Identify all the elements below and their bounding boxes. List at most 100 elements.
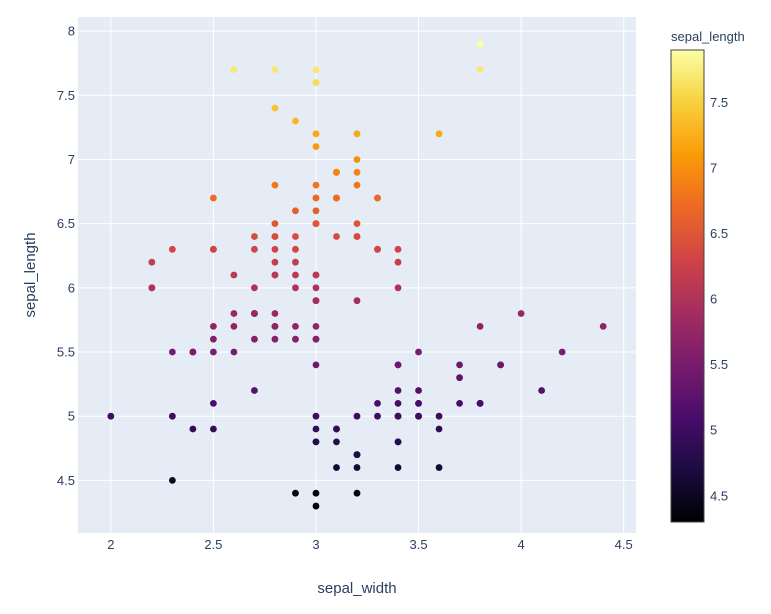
scatter-point [333, 168, 340, 176]
scatter-point [353, 233, 361, 240]
scatter-point [251, 284, 258, 292]
scatter-point [292, 258, 299, 266]
scatter-point [312, 271, 320, 279]
scatter-point [271, 233, 279, 240]
scatter-point [148, 284, 156, 292]
scatter-point [394, 361, 402, 369]
y-tick-label: 6.5 [57, 216, 75, 231]
scatter-point [353, 156, 361, 163]
colorbar-tick-label: 6.5 [710, 226, 728, 241]
colorbar-tick-label: 6 [710, 292, 717, 307]
scatter-point [230, 271, 238, 279]
scatter-point [394, 464, 402, 471]
scatter-point [333, 464, 340, 471]
scatter-point [168, 245, 176, 253]
scatter-point [312, 297, 320, 305]
scatter-point [292, 117, 299, 125]
scatter-point [312, 489, 320, 497]
colorbar-tick-label: 7.5 [710, 95, 728, 110]
scatter-point [271, 104, 279, 112]
data-points [107, 40, 607, 510]
scatter-point [394, 258, 402, 266]
y-tick-label: 7 [68, 152, 75, 167]
scatter-point [168, 348, 176, 356]
colorbar-tick-label: 5 [710, 423, 717, 438]
scatter-point [230, 66, 238, 74]
scatter-point [312, 220, 320, 228]
scatter-point [456, 374, 463, 382]
x-tick-label: 3.5 [410, 537, 428, 552]
scatter-point [209, 348, 217, 356]
scatter-point [312, 502, 320, 510]
scatter-point [333, 233, 340, 240]
y-tick-label: 4.5 [57, 473, 75, 488]
x-axis-title: sepal_width [317, 580, 396, 597]
scatter-point [251, 387, 258, 394]
y-axis-title: sepal_length [22, 232, 39, 317]
scatter-point [292, 322, 299, 330]
y-tick-label: 5.5 [57, 345, 75, 360]
scatter-point [107, 412, 115, 420]
y-tick-label: 7.5 [57, 88, 75, 103]
scatter-point [599, 322, 607, 330]
scatter-point [251, 310, 258, 317]
scatter-point [353, 297, 361, 305]
scatter-point [394, 399, 402, 407]
scatter-point [251, 245, 258, 253]
scatter-point [189, 425, 197, 433]
scatter-point [394, 387, 402, 394]
plot-background [78, 17, 636, 533]
scatter-point [209, 335, 217, 343]
x-tick-label: 2 [107, 537, 114, 552]
scatter-point [394, 284, 402, 292]
scatter-point [476, 399, 484, 407]
scatter-point [476, 40, 484, 48]
scatter-point [394, 412, 402, 420]
scatter-point [476, 66, 484, 74]
scatter-point [209, 425, 217, 433]
scatter-point [312, 412, 320, 420]
scatter-point [353, 130, 361, 138]
scatter-point [168, 476, 176, 484]
scatter-point [312, 130, 320, 138]
scatter-point [312, 322, 320, 330]
scatter-point [353, 464, 361, 471]
scatter-point [209, 194, 217, 202]
x-tick-label: 2.5 [204, 537, 222, 552]
scatter-point [517, 310, 525, 317]
scatter-point [292, 335, 299, 343]
scatter-point [312, 361, 320, 369]
scatter-point [292, 245, 299, 253]
scatter-point [353, 489, 361, 497]
scatter-point [271, 258, 279, 266]
scatter-point [415, 412, 422, 420]
colorbar-tick-labels: 4.5 5 5.5 6 6.5 7 7.5 [710, 95, 728, 503]
scatter-point [435, 130, 443, 138]
scatter-point [312, 66, 320, 74]
scatter-point [394, 245, 402, 253]
scatter-point [538, 387, 546, 394]
scatter-point [271, 310, 279, 317]
scatter-point [353, 168, 361, 176]
scatter-point [251, 233, 258, 240]
scatter-point [415, 399, 422, 407]
scatter-point [374, 399, 381, 407]
scatter-point [456, 361, 463, 369]
scatter-point [271, 322, 279, 330]
scatter-point [353, 220, 361, 228]
scatter-point [476, 322, 484, 330]
scatter-point [374, 245, 381, 253]
scatter-point [312, 79, 320, 86]
scatter-point [209, 399, 217, 407]
scatter-point [148, 258, 156, 266]
scatter-point [353, 451, 361, 459]
scatter-point [312, 335, 320, 343]
scatter-point [251, 335, 258, 343]
scatter-point [333, 194, 340, 202]
scatter-point [312, 425, 320, 433]
scatter-point [435, 412, 443, 420]
scatter-point [394, 438, 402, 446]
scatter-point [415, 387, 422, 394]
scatter-point [189, 348, 197, 356]
